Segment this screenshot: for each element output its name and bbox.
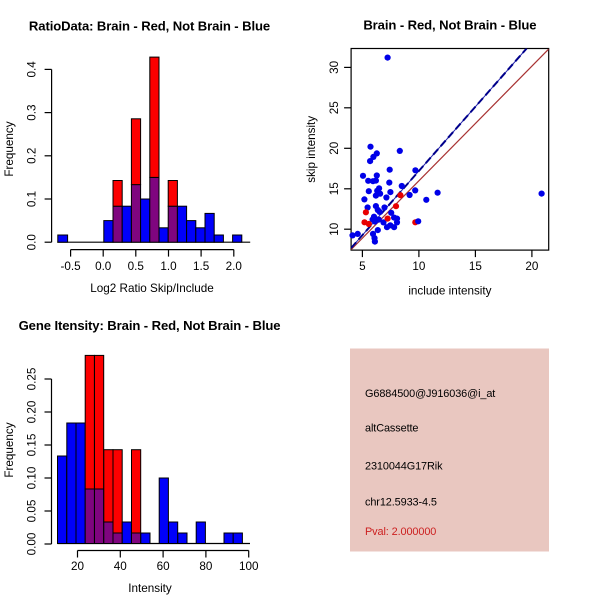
svg-text:15: 15 — [469, 260, 483, 273]
svg-text:Brain - Red, Not Brain - Blue: Brain - Red, Not Brain - Blue — [363, 18, 536, 33]
svg-text:30: 30 — [328, 60, 341, 74]
svg-text:20: 20 — [71, 560, 85, 573]
svg-text:0.00: 0.00 — [26, 532, 39, 555]
svg-text:-0.5: -0.5 — [61, 260, 82, 273]
svg-text:0.10: 0.10 — [26, 466, 39, 489]
svg-text:5: 5 — [359, 260, 366, 273]
svg-text:20: 20 — [525, 260, 539, 273]
svg-text:10: 10 — [328, 222, 341, 236]
svg-text:0.25: 0.25 — [26, 367, 39, 390]
svg-text:40: 40 — [114, 560, 128, 573]
svg-text:1.0: 1.0 — [160, 260, 177, 273]
svg-text:2.0: 2.0 — [226, 260, 243, 273]
svg-text:Intensity: Intensity — [128, 582, 172, 595]
svg-text:15: 15 — [328, 182, 341, 196]
svg-text:100: 100 — [239, 560, 259, 573]
svg-text:Gene Itensity: Brain - Red, No: Gene Itensity: Brain - Red, Not Brain - … — [19, 318, 281, 333]
svg-text:skip intensity: skip intensity — [305, 116, 318, 183]
svg-text:2310044G17Rik: 2310044G17Rik — [365, 461, 443, 473]
svg-text:Pval: 2.000000: Pval: 2.000000 — [365, 526, 436, 538]
svg-text:Log2 Ratio Skip/Include: Log2 Ratio Skip/Include — [90, 282, 213, 295]
svg-text:Frequency: Frequency — [3, 422, 16, 477]
svg-text:25: 25 — [328, 101, 341, 115]
svg-text:10: 10 — [412, 260, 426, 273]
svg-text:80: 80 — [199, 560, 213, 573]
svg-text:0.2: 0.2 — [26, 148, 39, 164]
svg-text:0.1: 0.1 — [26, 191, 39, 207]
svg-text:60: 60 — [157, 560, 171, 573]
svg-text:Frequency: Frequency — [3, 121, 16, 176]
svg-text:0.3: 0.3 — [26, 104, 39, 120]
svg-text:include intensity: include intensity — [408, 285, 491, 298]
svg-text:RatioData: Brain - Red, Not Br: RatioData: Brain - Red, Not Brain - Blue — [29, 19, 270, 34]
svg-text:0.05: 0.05 — [26, 499, 39, 522]
svg-text:0.0: 0.0 — [95, 260, 112, 273]
svg-text:0.15: 0.15 — [26, 433, 39, 456]
svg-text:0.20: 0.20 — [26, 400, 39, 423]
svg-text:0.5: 0.5 — [128, 260, 145, 273]
svg-text:20: 20 — [328, 141, 341, 155]
svg-text:G6884500@J916036@i_at: G6884500@J916036@i_at — [365, 388, 495, 400]
svg-text:1.5: 1.5 — [193, 260, 210, 273]
svg-text:0.0: 0.0 — [26, 234, 39, 251]
svg-text:chr12.5933-4.5: chr12.5933-4.5 — [365, 497, 437, 509]
svg-text:altCassette: altCassette — [365, 422, 418, 434]
svg-text:0.4: 0.4 — [26, 61, 39, 78]
